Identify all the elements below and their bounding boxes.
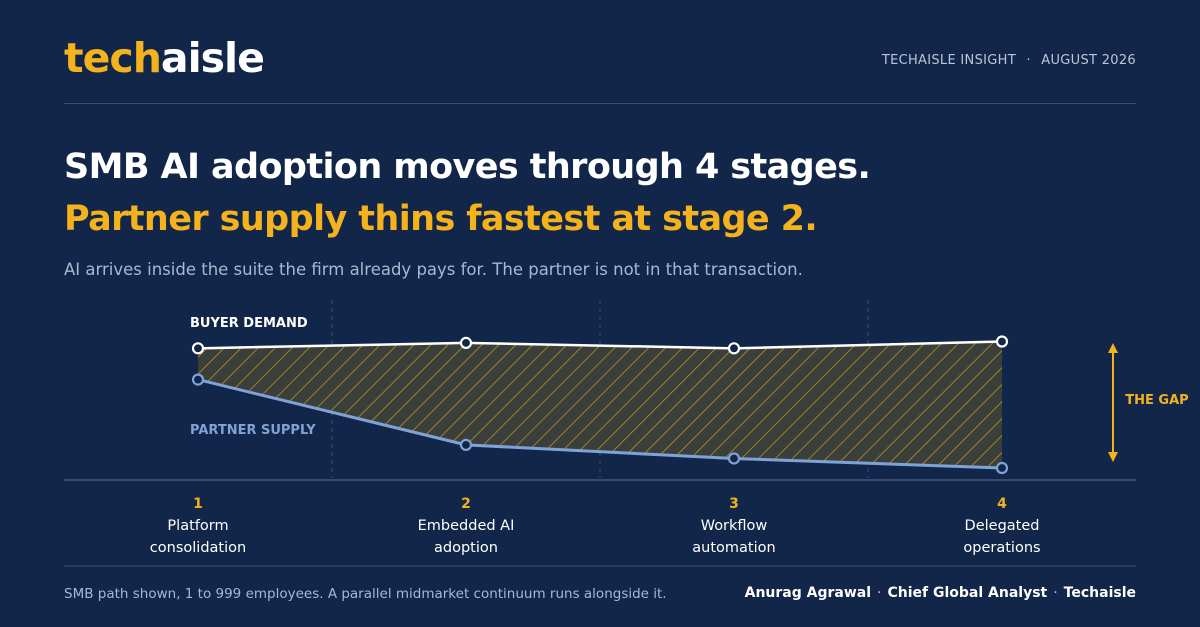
partner-supply-point-1 xyxy=(191,373,205,386)
stage-name-3-line-1: Workflow xyxy=(701,518,768,534)
header-divider xyxy=(64,103,1136,104)
stage-name-1-line-2: consolidation xyxy=(150,540,246,556)
series-label-partner-supply: PARTNER SUPPLY xyxy=(190,423,316,438)
footnote: SMB path shown, 1 to 999 employees. A pa… xyxy=(64,586,667,602)
buyer-demand-point-2 xyxy=(459,336,473,349)
stage-number-2: 2 xyxy=(461,496,471,512)
stage-number-3: 3 xyxy=(729,496,739,512)
stage-name-2-line-1: Embedded AI xyxy=(418,518,515,534)
techaisle-logo: techaisle xyxy=(64,38,265,79)
buyer-demand-line xyxy=(197,340,1003,350)
logo-part-aisle: aisle xyxy=(160,34,265,82)
stage-number-4: 4 xyxy=(997,496,1007,512)
header-meta: TECHAISLE INSIGHT · AUGUST 2026 xyxy=(882,53,1136,68)
author-credit: Anurag Agrawal · Chief Global Analyst · Tech… xyxy=(745,585,1136,601)
stage-name-1-line-1: Platform xyxy=(167,518,228,534)
author-name: Anurag Agrawal xyxy=(744,585,872,601)
gap-arrow-up-icon xyxy=(1108,343,1118,353)
series-label: TECHAISLE INSIGHT xyxy=(881,53,1016,68)
date-label: AUGUST 2026 xyxy=(1041,53,1136,68)
partner-supply-line xyxy=(197,378,1003,470)
buyer-demand-point-1 xyxy=(191,342,205,355)
stage-number-1: 1 xyxy=(193,496,203,512)
stage-name-4-line-1: Delegated xyxy=(965,518,1040,534)
stage-labels: 1 Platform consolidation 2 Embedded AI adopti… xyxy=(150,496,1041,556)
credit-separator-1: · xyxy=(877,585,882,601)
author-role: Chief Global Analyst xyxy=(887,585,1048,601)
adoption-gap-chart: BUYER DEMAND PARTNER SUPPLY THE GAP 1 Pla… xyxy=(64,300,1189,567)
buyer-demand-point-3 xyxy=(727,342,741,355)
stage-name-4-line-2: operations xyxy=(963,540,1040,556)
partner-supply-point-2 xyxy=(459,438,473,451)
partner-supply-point-4 xyxy=(995,461,1009,475)
gap-arrow-down-icon xyxy=(1108,452,1118,462)
gap-area xyxy=(198,341,1002,468)
stage-name-2-line-2: adoption xyxy=(434,540,498,556)
buyer-demand-point-4 xyxy=(995,335,1009,348)
series-label-buyer-demand: BUYER DEMAND xyxy=(190,316,308,331)
logo-part-tech: tech xyxy=(64,34,162,82)
header-separator: · xyxy=(1026,53,1031,68)
author-org: Techaisle xyxy=(1063,585,1136,601)
credit-separator-2: · xyxy=(1053,585,1058,601)
stage-name-3-line-2: automation xyxy=(692,540,775,556)
gap-label: THE GAP xyxy=(1125,393,1188,408)
subtitle: AI arrives inside the suite the firm alr… xyxy=(64,260,803,279)
headline-line-2: Partner supply thins fastest at stage 2. xyxy=(64,199,818,239)
gap-indicator: THE GAP xyxy=(1108,343,1189,462)
partner-supply-point-3 xyxy=(727,452,741,465)
headline-line-1: SMB AI adoption moves through 4 stages. xyxy=(64,147,871,187)
series-layer xyxy=(191,335,1009,475)
